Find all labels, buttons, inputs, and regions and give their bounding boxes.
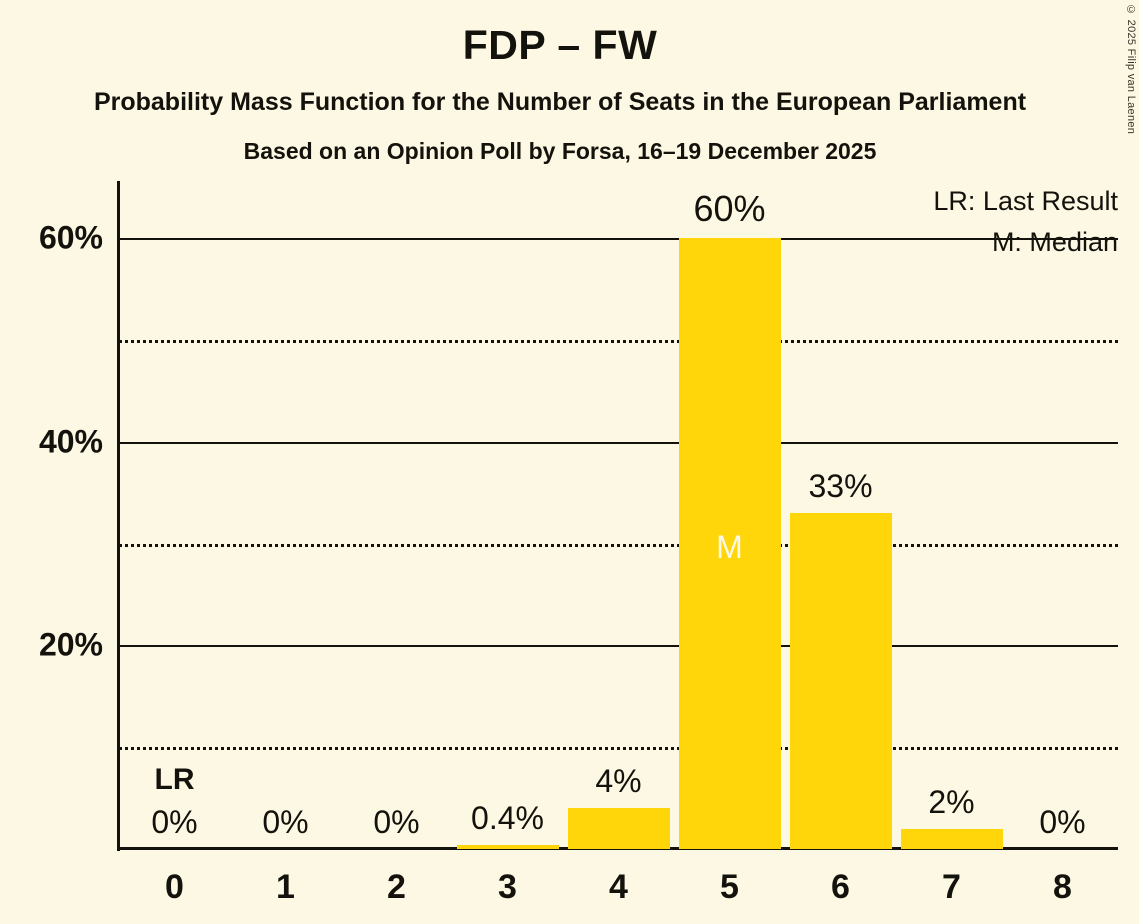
bar	[789, 512, 892, 849]
y-axis-tick-label: 60%	[38, 219, 103, 256]
gridline-major	[119, 645, 1118, 648]
bar-value-label: 0%	[262, 804, 309, 840]
y-axis-tick-label: 40%	[38, 423, 103, 460]
gridline-minor	[119, 339, 1118, 343]
legend-item-last-result: LR: Last Result	[933, 186, 1118, 216]
gridline-minor	[119, 543, 1118, 547]
x-axis-tick-label: 1	[276, 868, 295, 906]
bar-value-label: 0%	[373, 804, 420, 840]
bar	[456, 844, 559, 849]
x-axis-tick-label: 2	[387, 868, 406, 906]
bar	[900, 828, 1003, 849]
x-axis-tick-label: 6	[831, 868, 850, 906]
bar-value-label: 4%	[595, 763, 642, 800]
plot-area: 0% LR 0% 0% 0.4% 4% 60% M 33% 2% 0%	[119, 181, 1118, 849]
gridline-major	[119, 441, 1118, 444]
x-axis-tick-label: 7	[942, 868, 961, 906]
last-result-marker: LR	[154, 763, 195, 796]
gridline-major	[119, 238, 1118, 240]
chart-source-note: Based on an Opinion Poll by Forsa, 16–19…	[243, 138, 877, 164]
gridline-minor	[119, 747, 1118, 751]
y-axis-tick-label: 20%	[38, 626, 103, 663]
page-title: FDP – FW	[462, 22, 658, 68]
y-axis-line	[117, 181, 120, 851]
bar	[567, 808, 670, 849]
bar	[678, 238, 781, 849]
x-axis-tick-label: 0	[165, 868, 184, 906]
x-axis-tick-label: 5	[720, 868, 739, 906]
x-axis-tick-label: 4	[609, 868, 628, 906]
bar-value-label: 33%	[808, 467, 873, 504]
bar-value-label: 0%	[151, 804, 198, 840]
x-axis-tick-label: 3	[498, 868, 517, 906]
bar-value-label: 0.4%	[471, 799, 544, 836]
bar-value-label: 2%	[928, 783, 975, 820]
x-axis-tick-label: 8	[1053, 868, 1072, 906]
legend-item-median: M: Median	[991, 227, 1118, 257]
chart-subtitle: Probability Mass Function for the Number…	[93, 88, 1027, 116]
bar-value-label: 0%	[1039, 804, 1086, 840]
copyright-notice: © 2025 Filip van Laenen	[1125, 4, 1137, 135]
bar-value-label: 60%	[693, 188, 766, 229]
median-marker: M	[716, 528, 743, 565]
